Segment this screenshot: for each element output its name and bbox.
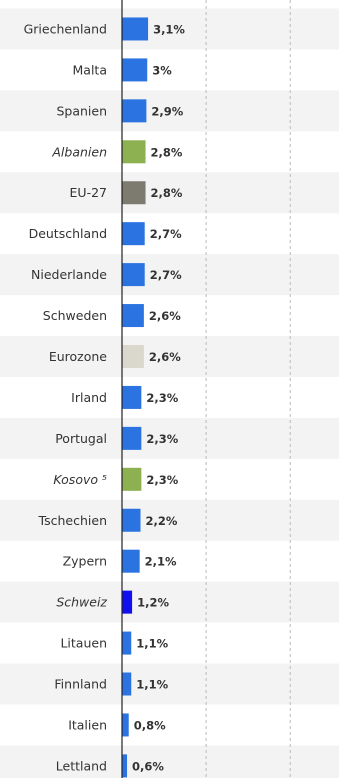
category-label: Finnland	[54, 677, 107, 692]
value-label: 1,2%	[137, 596, 169, 610]
bar	[122, 140, 146, 164]
category-label: Italien	[68, 717, 107, 732]
bar	[122, 467, 142, 491]
value-label: 3,1%	[153, 22, 185, 36]
value-label: 2,8%	[151, 145, 183, 159]
value-label: 2,8%	[151, 186, 183, 200]
bar	[122, 549, 140, 573]
category-label: EU-27	[70, 185, 107, 200]
bar	[122, 263, 145, 287]
row-stripe	[0, 336, 339, 377]
bar	[122, 58, 148, 82]
category-label: Kosovo ⁵	[53, 472, 107, 487]
row-stripe	[0, 417, 339, 459]
bar	[122, 17, 149, 41]
category-label: Zypern	[63, 554, 107, 569]
bar	[122, 754, 128, 778]
category-label: Eurozone	[49, 349, 107, 364]
category-label: Schweden	[43, 308, 107, 323]
value-label: 1,1%	[136, 678, 168, 692]
value-label: 2,3%	[146, 432, 178, 446]
category-label: Spanien	[56, 103, 107, 118]
category-label: Niederlande	[31, 267, 107, 282]
bar	[122, 672, 132, 696]
value-label: 2,6%	[149, 350, 181, 364]
value-label: 2,7%	[150, 268, 182, 282]
category-label: Schweiz	[56, 595, 107, 610]
bar	[122, 222, 145, 246]
row-stripe	[0, 254, 339, 296]
bar	[122, 631, 132, 655]
value-label: 2,3%	[146, 473, 178, 487]
value-label: 0,8%	[134, 718, 166, 732]
category-label: Litauen	[60, 636, 107, 651]
value-label: 2,3%	[146, 391, 178, 405]
row-stripe	[0, 172, 339, 214]
category-label: Malta	[73, 62, 107, 77]
category-label: Albanien	[51, 144, 107, 159]
row-stripe	[0, 745, 339, 778]
bar	[122, 508, 141, 532]
row-stripe	[0, 90, 339, 132]
value-label: 2,6%	[149, 309, 181, 323]
bar	[122, 181, 146, 205]
bar	[122, 344, 144, 368]
bar	[122, 385, 142, 409]
value-label: 2,2%	[146, 514, 178, 528]
row-stripe	[0, 8, 339, 50]
category-label: Irland	[71, 390, 107, 405]
value-label: 2,1%	[145, 555, 177, 569]
value-label: 3%	[152, 63, 172, 77]
category-label: Tschechien	[38, 513, 107, 528]
bar	[122, 426, 142, 450]
value-label: 0,6%	[132, 759, 164, 773]
bar	[122, 304, 144, 328]
category-label: Deutschland	[29, 226, 107, 241]
value-label: 2,9%	[151, 104, 183, 118]
category-label: Portugal	[55, 431, 107, 446]
row-stripe	[0, 663, 339, 705]
row-stripe	[0, 581, 339, 623]
bar	[122, 590, 133, 614]
category-label: Griechenland	[24, 21, 107, 36]
bar	[122, 99, 147, 123]
category-label: Lettland	[56, 758, 107, 773]
value-label: 1,1%	[136, 637, 168, 651]
value-label: 2,7%	[150, 227, 182, 241]
bar	[122, 713, 129, 737]
row-stripe	[0, 499, 339, 541]
